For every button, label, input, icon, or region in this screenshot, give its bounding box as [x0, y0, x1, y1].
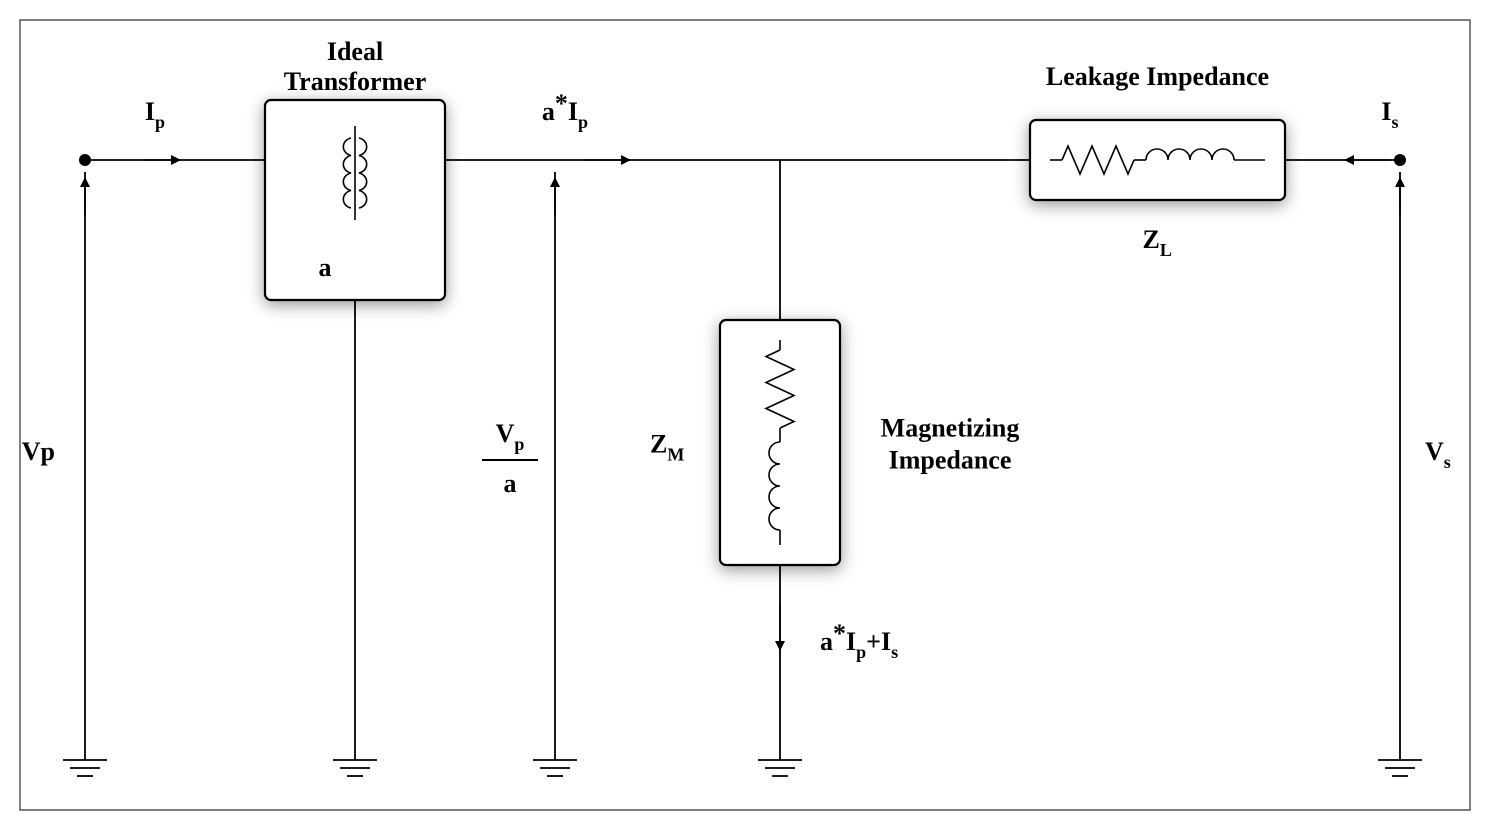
leakage-impedance-title: Leakage Impedance	[1046, 62, 1269, 91]
magnetizing-title-2: Impedance	[889, 446, 1012, 475]
circuit-node	[1394, 154, 1406, 166]
ip-label: Ip	[145, 97, 165, 132]
magnetizing-title-1: Magnetizing	[881, 414, 1020, 443]
zm-label: ZM	[650, 430, 684, 465]
ground-symbol	[533, 760, 577, 776]
vs-label: Vs	[1425, 437, 1451, 472]
ideal-transformer-title-2: Transformer	[284, 67, 426, 96]
vpa-denominator: a	[504, 469, 517, 498]
turns-ratio-label: a	[319, 253, 332, 282]
is-label: Is	[1381, 97, 1398, 132]
ideal-transformer-title-1: Ideal	[327, 37, 383, 66]
aip-label: a*Ip	[542, 89, 588, 132]
aip-plus-is-label: a*Ip+Is	[820, 619, 898, 662]
ground-symbol	[758, 760, 802, 776]
vpa-numerator: Vp	[496, 419, 525, 454]
vp-label: Vp	[22, 437, 55, 466]
zl-label: ZL	[1143, 225, 1172, 260]
ground-symbol	[333, 760, 377, 776]
ground-symbol	[63, 760, 107, 776]
ground-symbol	[1378, 760, 1422, 776]
